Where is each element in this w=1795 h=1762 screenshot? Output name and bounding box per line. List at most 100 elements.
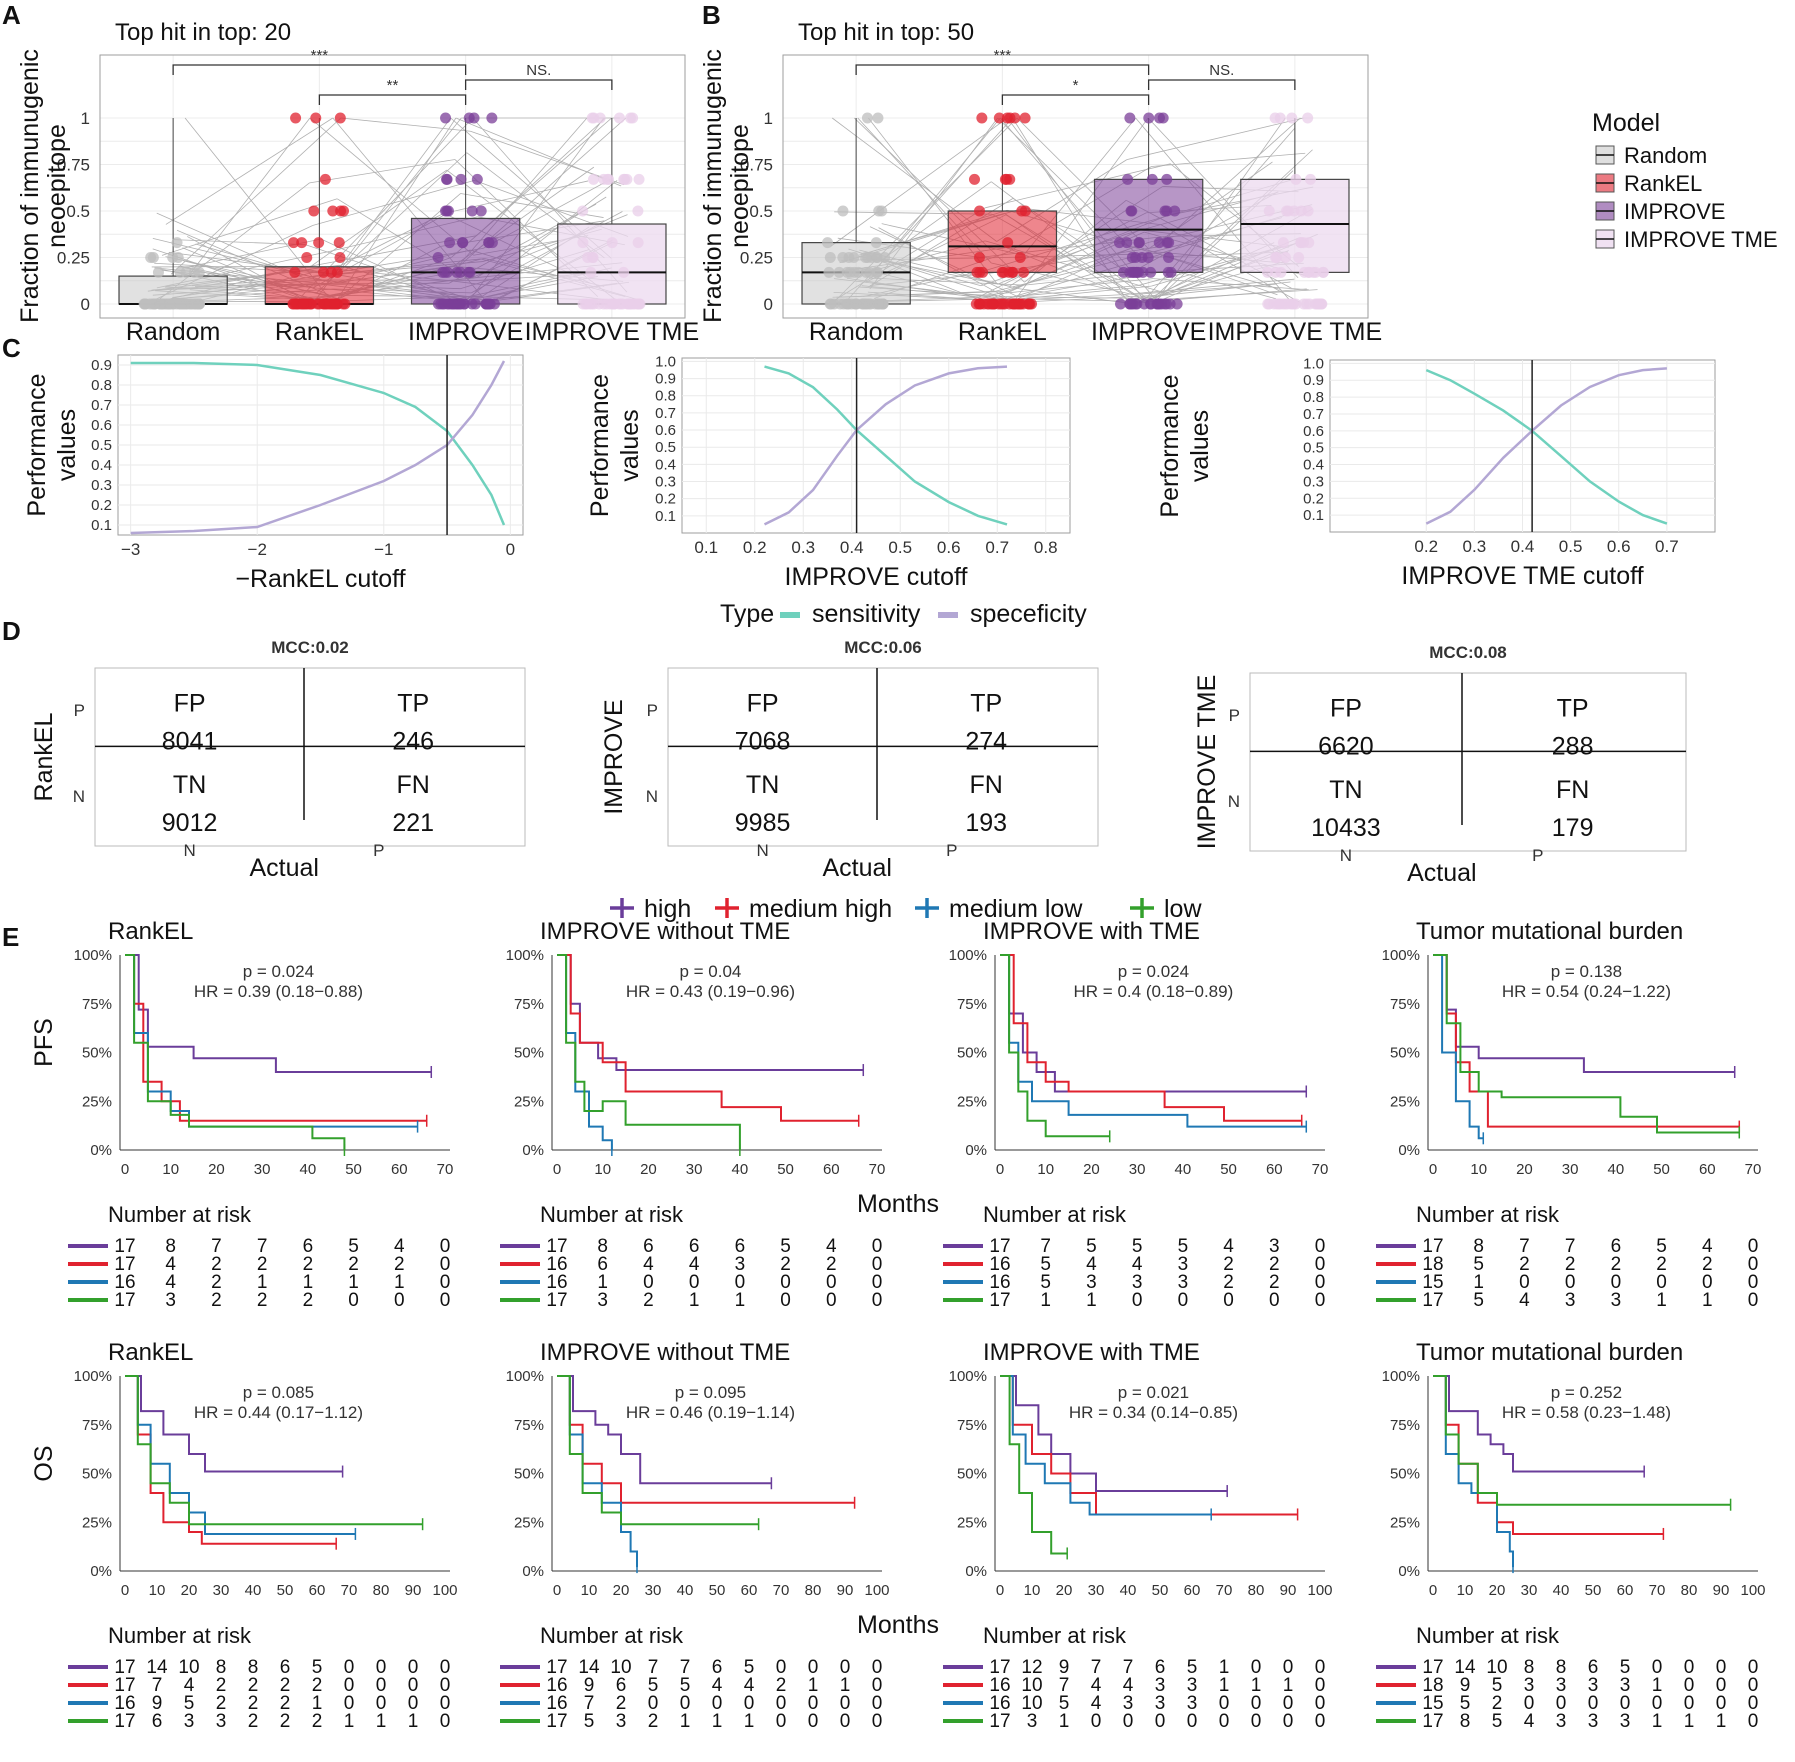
data-point	[471, 173, 483, 185]
risk-table-value: 3	[1556, 1711, 1567, 1732]
data-point	[154, 298, 166, 310]
data-point	[288, 237, 300, 249]
x-tick-label: 50	[1653, 1161, 1670, 1178]
y-axis-label: Performance	[586, 374, 614, 517]
p-value: p = 0.085	[243, 1383, 314, 1402]
x-tick-label: 50	[1220, 1161, 1237, 1178]
y-tick-label: 0.25	[57, 249, 90, 268]
x-tick-label: 90	[405, 1582, 422, 1599]
matrix-cell-label: FN	[1556, 776, 1589, 804]
data-point	[1163, 252, 1175, 263]
risk-table-value: 8	[216, 1657, 227, 1678]
y-tick-label: 0.1	[655, 508, 676, 525]
x-tick-label: 80	[1248, 1582, 1265, 1599]
y-tick-label: 0	[764, 295, 773, 314]
data-point	[440, 205, 452, 217]
legend-label: low	[1164, 895, 1202, 923]
legend-label: speceficity	[970, 600, 1087, 628]
data-point	[432, 252, 444, 263]
data-point	[633, 298, 645, 310]
y-tick-label: 50%	[957, 1045, 987, 1062]
risk-table-value: 4	[712, 1675, 723, 1696]
y-tick-label: 0.25	[740, 249, 773, 268]
data-point	[1130, 252, 1142, 263]
risk-table-value: 0	[440, 1236, 451, 1257]
data-point	[290, 112, 302, 124]
data-point	[1270, 266, 1282, 278]
x-tick-label: 0	[553, 1161, 561, 1178]
risk-table-value: 8	[597, 1236, 608, 1257]
risk-table-value: 0	[735, 1272, 746, 1293]
y-tick-label: 0.2	[91, 497, 112, 514]
risk-table-value: 0	[408, 1657, 419, 1678]
risk-table-value: 5	[584, 1711, 595, 1732]
data-point	[1122, 173, 1134, 185]
data-point	[455, 173, 467, 185]
risk-table-value: 18	[1422, 1675, 1443, 1696]
y-tick-label: 0.8	[655, 388, 676, 405]
data-point	[587, 252, 599, 263]
data-point	[1307, 266, 1319, 278]
data-point	[1161, 173, 1173, 185]
data-point	[872, 266, 884, 278]
risk-table-value: 0	[1519, 1272, 1530, 1293]
risk-table-value: 6	[616, 1675, 627, 1696]
risk-table-value: 10	[1021, 1675, 1042, 1696]
x-tick-label: Random	[809, 318, 904, 346]
risk-table-value: 1	[680, 1711, 691, 1732]
risk-table-value: 3	[1178, 1254, 1189, 1275]
risk-table-value: 3	[216, 1711, 227, 1732]
data-point	[1171, 298, 1183, 310]
risk-table-value: 5	[648, 1675, 659, 1696]
x-tick-label: IMPROVE	[1091, 318, 1206, 346]
risk-table-value: 3	[1155, 1675, 1166, 1696]
matrix-cell-label: FP	[1330, 694, 1362, 722]
km-curve-medium-high	[1433, 1375, 1664, 1535]
y-tick-label: 75%	[82, 996, 112, 1013]
significance-label: NS.	[1209, 62, 1234, 79]
y-axis-label: Fraction of immunugenic	[16, 49, 44, 323]
risk-table-value: 8	[248, 1657, 259, 1678]
risk-table-value: 10	[610, 1657, 631, 1678]
y-tick-label: 0.5	[91, 437, 112, 454]
row-tick: P	[647, 701, 658, 720]
y-tick-label: 0.3	[91, 477, 112, 494]
y-tick-label: 100%	[74, 947, 112, 964]
risk-table-value: 3	[184, 1711, 195, 1732]
y-tick-label: 100%	[949, 947, 987, 964]
series-line-sensitivity	[130, 361, 506, 526]
data-point	[301, 252, 313, 263]
matrix-title: MCC:0.02	[271, 638, 348, 657]
data-point	[1124, 298, 1136, 310]
risk-table-value: 3	[735, 1254, 746, 1275]
risk-table-value: 0	[1219, 1711, 1230, 1732]
matrix-title: MCC:0.06	[844, 638, 921, 657]
x-tick-label: 60	[309, 1582, 326, 1599]
risk-table-value: 5	[1040, 1254, 1051, 1275]
x-tick-label: 0.1	[694, 538, 718, 557]
pair-line	[335, 117, 462, 275]
risk-table-value: 0	[376, 1657, 387, 1678]
data-point	[872, 112, 884, 124]
risk-table-value: 0	[808, 1657, 819, 1678]
y-tick-label: 0.6	[655, 422, 676, 439]
risk-table-value: 8	[1460, 1711, 1471, 1732]
data-point	[879, 252, 891, 263]
risk-table-value: 1	[1656, 1290, 1667, 1311]
km-curve-medium-low	[125, 1375, 356, 1535]
risk-table-value: 12	[1021, 1657, 1042, 1678]
pair-line	[1151, 152, 1306, 167]
y-axis-label: Fraction of immunugenic	[699, 49, 727, 323]
risk-table-value: 1	[840, 1675, 851, 1696]
x-tick-label: 0.2	[743, 538, 767, 557]
risk-table-value: 2	[1565, 1254, 1576, 1275]
x-tick-label: 0	[996, 1582, 1004, 1599]
data-point	[1279, 252, 1291, 263]
data-point	[167, 252, 179, 263]
x-tick-label: 0	[996, 1161, 1004, 1178]
data-point	[313, 237, 325, 249]
risk-table-value: 2	[616, 1693, 627, 1714]
risk-table-value: 16	[546, 1675, 567, 1696]
